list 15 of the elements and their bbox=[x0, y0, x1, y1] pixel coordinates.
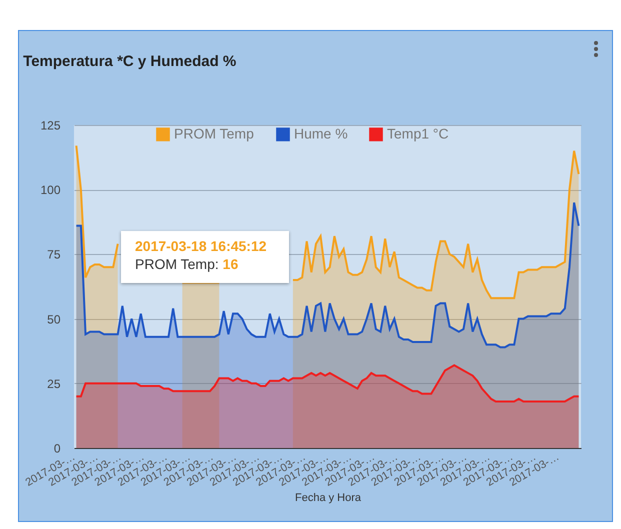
y-tick-label: 50 bbox=[47, 312, 61, 326]
legend-label: Hume % bbox=[294, 125, 348, 142]
y-tick-label: 25 bbox=[47, 376, 61, 391]
y-tick-label: 100 bbox=[40, 183, 61, 198]
y-tick-label: 75 bbox=[47, 248, 61, 262]
legend-label: Temp1 °C bbox=[387, 125, 449, 142]
x-axis-title: Fecha y Hora bbox=[294, 492, 362, 504]
chart-title: Temperatura *C y Humedad % bbox=[23, 53, 236, 70]
annotation: 2017-03-18 16:45:12 bbox=[135, 237, 268, 255]
annotation: 16 bbox=[222, 256, 238, 272]
legend-label: PROM Temp bbox=[174, 125, 254, 142]
annotation: PROM Temp: bbox=[135, 256, 220, 272]
y-tick-label: 125 bbox=[40, 118, 61, 132]
tooltip-box: 2017-03-18 16:45:12 PROM Temp: 16 bbox=[121, 231, 289, 283]
y-tick-label: 0 bbox=[54, 442, 61, 456]
